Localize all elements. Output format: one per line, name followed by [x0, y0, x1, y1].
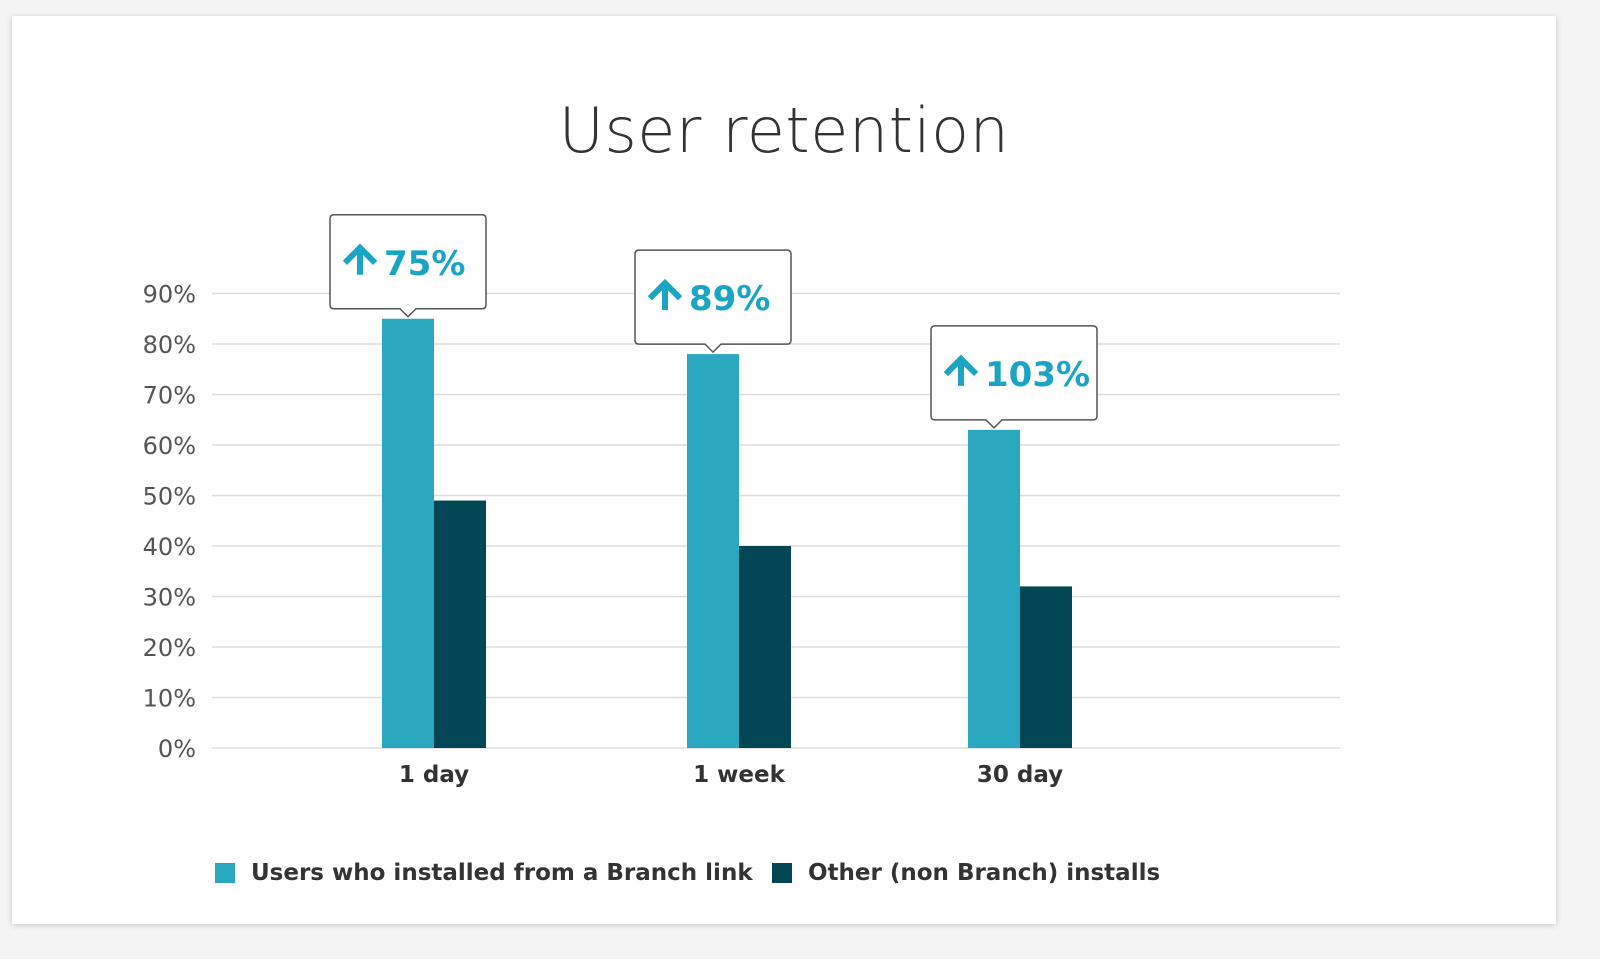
callout-1: 89% [634, 249, 792, 354]
bar-other-1 [739, 546, 791, 748]
y-axis-labels: 0% 10% 20% 30% 40% 50% 60% 70% 80% 90% [143, 281, 196, 764]
bar-other-2 [1020, 586, 1072, 748]
legend-swatch-other [772, 863, 792, 883]
legend-label-branch: Users who installed from a Branch link [251, 860, 753, 886]
x-tick-label: 1 day [399, 762, 469, 788]
y-tick-label: 30% [143, 584, 196, 612]
y-tick-label: 20% [143, 634, 196, 662]
callouts: 75% 89% 103% [329, 214, 1098, 429]
callout-label: 75% [384, 244, 465, 284]
y-tick-label: 50% [143, 483, 196, 511]
bar-branch-0 [382, 318, 434, 748]
callout-label: 103% [985, 355, 1090, 395]
callout-0: 75% [329, 214, 487, 318]
legend-swatch-branch [215, 863, 235, 883]
callout-box [634, 249, 792, 354]
y-tick-label: 40% [143, 533, 196, 561]
callout-label: 89% [689, 279, 770, 319]
legend-item-branch: Users who installed from a Branch link [215, 860, 753, 886]
y-tick-label: 10% [143, 685, 196, 713]
y-tick-label: 70% [143, 382, 196, 410]
y-tick-label: 60% [143, 432, 196, 460]
arrow-up-icon [647, 278, 683, 311]
arrow-up-icon [943, 354, 979, 386]
bar-other-0 [434, 500, 486, 748]
callout-2: 103% [930, 325, 1098, 429]
legend-item-other: Other (non Branch) installs [772, 860, 1160, 886]
x-tick-label: 30 day [977, 762, 1063, 788]
y-tick-label: 90% [143, 281, 196, 309]
chart-legend: Users who installed from a Branch link O… [0, 860, 1600, 896]
y-tick-label: 80% [143, 331, 196, 359]
y-tick-label: 0% [158, 735, 196, 763]
chart-title: User retention [558, 94, 1010, 167]
chart-card: User retention [12, 16, 1556, 924]
arrow-up-icon [342, 243, 378, 275]
bar-branch-1 [687, 354, 739, 748]
legend-label-other: Other (non Branch) installs [808, 860, 1161, 886]
bar-branch-2 [968, 429, 1020, 748]
callout-box [930, 325, 1098, 429]
callout-box [329, 214, 487, 318]
x-axis-labels: 1 day 1 week 30 day [399, 762, 1063, 788]
x-tick-label: 1 week [693, 762, 785, 788]
bars [382, 318, 1072, 748]
